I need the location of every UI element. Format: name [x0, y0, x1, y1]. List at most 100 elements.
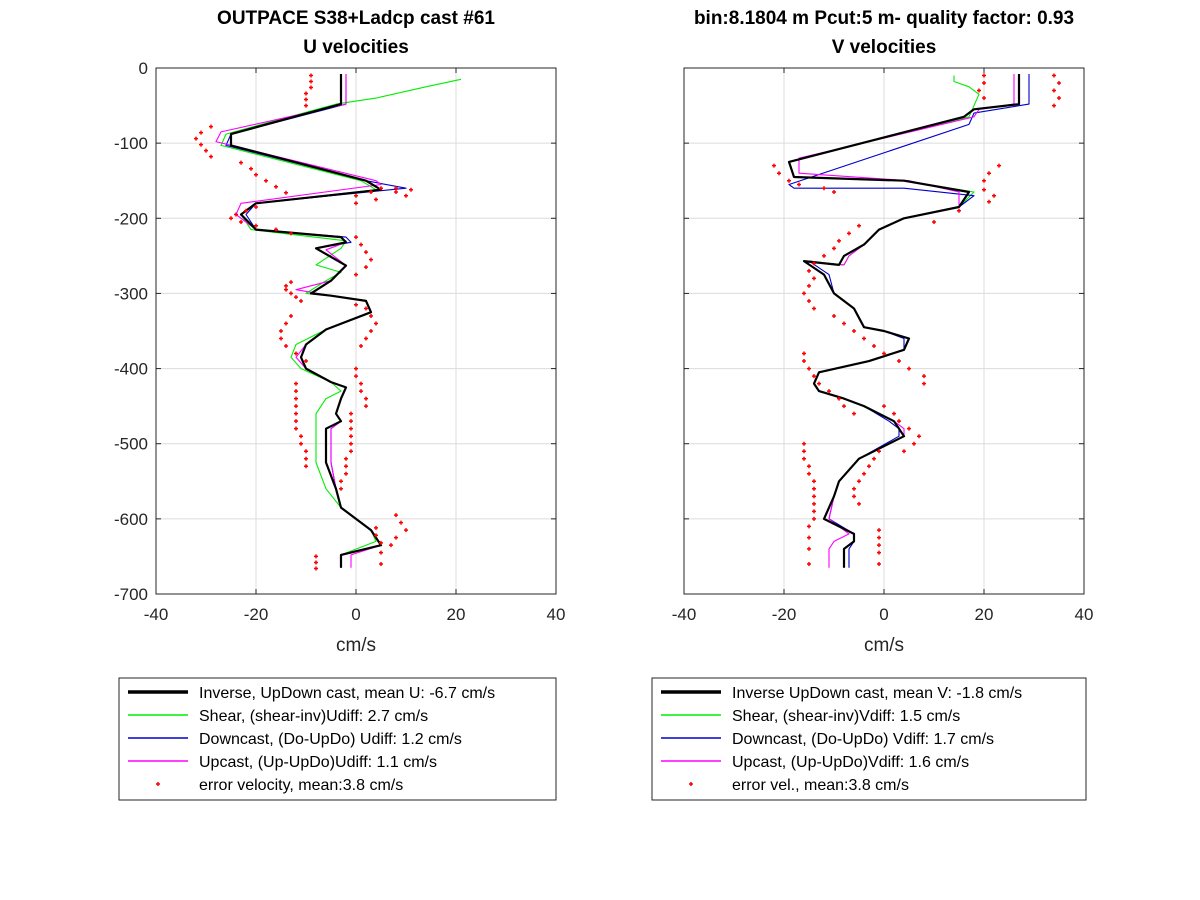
u-error-velocity-marker — [289, 291, 293, 296]
v-error-velocity-marker — [882, 404, 886, 409]
u-error-velocity-marker — [339, 479, 343, 484]
v-error-velocity-marker — [822, 253, 826, 258]
v-error-velocity-marker — [902, 449, 906, 454]
v-error-velocity-marker — [1057, 96, 1061, 101]
v-error-velocity-marker — [877, 528, 881, 533]
u-error-velocity-marker — [314, 566, 318, 571]
u-error-velocity-marker — [294, 389, 298, 394]
u-error-velocity-marker — [304, 464, 308, 469]
u-error-velocity-marker — [294, 381, 298, 386]
v-error-velocity-marker — [982, 96, 986, 101]
u-error-velocity-marker — [379, 550, 383, 555]
u-error-velocity-marker — [409, 187, 413, 192]
u-error-velocity-marker — [229, 216, 233, 221]
v-error-velocity-marker — [1052, 73, 1056, 78]
u-error-velocity-marker — [194, 136, 198, 141]
u-legend-marker-swatch — [156, 782, 160, 786]
u-error-velocity-marker — [294, 419, 298, 424]
u-error-velocity-marker — [349, 426, 353, 431]
u-error-velocity-marker — [344, 456, 348, 461]
u-error-velocity-marker — [389, 543, 393, 548]
v-error-velocity-marker — [907, 426, 911, 431]
u-error-velocity-marker — [314, 560, 318, 565]
v-error-velocity-marker — [802, 291, 806, 296]
v-error-velocity-marker — [807, 464, 811, 469]
v-error-velocity-marker — [802, 449, 806, 454]
v-x-tick-label: -20 — [772, 605, 797, 624]
v-error-velocity-marker — [802, 351, 806, 356]
u-error-velocity-marker — [249, 166, 253, 171]
u-error-velocity-marker — [364, 306, 368, 311]
v-error-velocity-marker — [802, 359, 806, 364]
v-error-velocity-marker — [772, 163, 776, 168]
v-error-velocity-marker — [897, 359, 901, 364]
u-error-velocity-marker — [369, 313, 373, 318]
v-error-velocity-marker — [807, 283, 811, 288]
u-error-velocity-marker — [199, 130, 203, 135]
v-error-velocity-marker — [807, 366, 811, 371]
v-error-velocity-marker — [922, 374, 926, 379]
u-error-velocity-marker — [284, 287, 288, 292]
u-error-velocity-marker — [274, 227, 278, 232]
v-error-velocity-marker — [822, 186, 826, 191]
u-error-velocity-marker — [364, 265, 368, 270]
v-error-velocity-marker — [812, 479, 816, 484]
u-error-velocity-marker — [294, 404, 298, 409]
u-error-velocity-marker — [354, 201, 358, 206]
u-error-velocity-marker — [394, 513, 398, 518]
u-error-velocity-marker — [404, 528, 408, 533]
v-legend-entry-label: error vel., mean:3.8 cm/s — [732, 777, 909, 794]
v-error-velocity-marker — [877, 561, 881, 566]
v-legend-entry-label: Downcast, (Do-UpDo) Vdiff: 1.7 cm/s — [732, 731, 994, 748]
u-error-velocity-marker — [264, 178, 268, 183]
u-title-line-2: U velocities — [303, 37, 409, 58]
v-error-velocity-marker — [812, 494, 816, 499]
u-error-velocity-marker — [279, 329, 283, 333]
v-error-velocity-marker — [832, 313, 836, 318]
v-error-velocity-marker — [957, 208, 961, 213]
v-error-velocity-marker — [1052, 103, 1056, 108]
v-error-velocity-marker — [897, 419, 901, 424]
v-error-velocity-marker — [842, 404, 846, 409]
v-error-velocity-marker — [812, 261, 816, 266]
v-error-velocity-marker — [852, 486, 856, 491]
u-legend-box — [118, 677, 557, 801]
v-error-velocity-marker — [997, 163, 1001, 168]
u-error-velocity-marker — [369, 189, 373, 194]
u-legend-entry-label: Downcast, (Do-UpDo) Udiff: 1.2 cm/s — [199, 731, 462, 748]
u-error-velocity-marker — [309, 79, 313, 84]
v-x-tick-label: 40 — [1075, 605, 1094, 624]
v-error-velocity-marker — [812, 501, 816, 506]
v-legend-entries: Inverse UpDown cast, mean V: -1.8 cm/s Sh… — [661, 685, 1022, 794]
v-error-velocity-marker — [982, 81, 986, 86]
u-error-velocity-marker — [294, 426, 298, 431]
v-error-velocity-marker — [922, 381, 926, 386]
v-error-velocity-marker — [852, 329, 856, 333]
v-error-velocity-marker — [812, 486, 816, 491]
v-error-velocity-marker — [987, 171, 991, 176]
u-velocity-panel: OUTPACE S38+Ladcp cast #61 U velocities … — [114, 8, 565, 801]
u-error-velocity-marker — [354, 302, 358, 307]
u-error-velocity-marker — [304, 97, 308, 102]
v-title-line-1: bin:8.1804 m Pcut:5 m- quality factor: 0… — [694, 8, 1074, 29]
v-series-line-0 — [787, 74, 1021, 568]
u-error-velocity-marker — [239, 220, 243, 225]
v-error-velocity-marker — [807, 268, 811, 273]
u-error-velocity-marker — [354, 366, 358, 371]
u-error-velocity-marker — [209, 124, 213, 129]
u-error-velocity-marker — [349, 411, 353, 416]
u-error-velocity-marker — [284, 344, 288, 349]
u-error-velocity-marker — [344, 471, 348, 476]
u-error-velocity-marker — [294, 351, 298, 356]
v-error-velocity-marker — [852, 411, 856, 416]
u-error-velocity-marker — [304, 456, 308, 461]
u-legend-entries: Inverse, UpDown cast, mean U: -6.7 cm/s S… — [128, 685, 495, 794]
u-error-velocity-marker — [374, 533, 378, 538]
u-legend-entry-label: error velocity, mean:3.8 cm/s — [199, 777, 403, 794]
u-error-velocity-marker — [349, 441, 353, 446]
u-error-velocity-marker — [289, 280, 293, 285]
v-x-axis-label: cm/s — [864, 635, 904, 656]
v-error-velocity-marker — [832, 189, 836, 194]
u-error-velocity-marker — [304, 359, 308, 364]
